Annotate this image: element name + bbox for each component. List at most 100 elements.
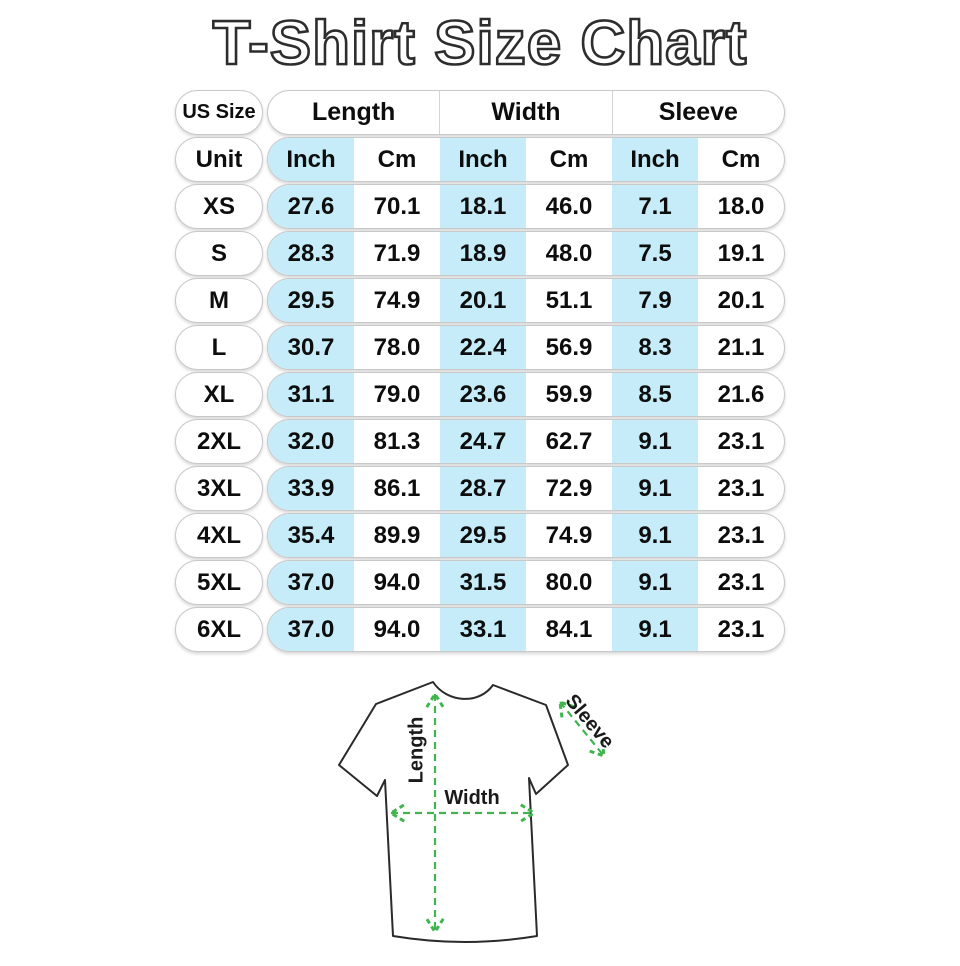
- row-data-pill: 33.9 86.1 28.7 72.9 9.1 23.1: [267, 466, 785, 512]
- value-cell-length-inch: 32.0: [268, 420, 354, 464]
- value-cell-width-inch: 31.5: [440, 561, 526, 605]
- size-table: US Size Length Width Sleeve Unit Inch Cm…: [175, 90, 785, 653]
- value-cell-sleeve-cm: 18.0: [717, 192, 765, 220]
- row-data-pill: 35.4 89.9 29.5 74.9 9.1 23.1: [267, 513, 785, 559]
- unit-header-row: Unit Inch Cm Inch Cm Inch Cm: [175, 137, 785, 183]
- value-cell-sleeve-inch: 7.9: [612, 279, 698, 323]
- table-row: M 29.5 74.9 20.1 51.1 7.9 20.1: [175, 278, 785, 324]
- tshirt-diagram-svg: Length Width Sleeve: [338, 666, 645, 966]
- table-row: L 30.7 78.0 22.4 56.9 8.3 21.1: [175, 325, 785, 371]
- row-data-pill: 29.5 74.9 20.1 51.1 7.9 20.1: [267, 278, 785, 324]
- value-cell-sleeve-inch: 9.1: [612, 420, 698, 464]
- unit-cell: Cm: [721, 145, 761, 173]
- value-cell-sleeve-cm: 23.1: [717, 568, 765, 596]
- value-cell-length-inch: 35.4: [268, 514, 354, 558]
- value-cell-width-cm: 84.1: [545, 615, 593, 643]
- size-label: 2XL: [175, 419, 263, 465]
- value-cell-width-cm: 48.0: [545, 239, 593, 267]
- value-cell-sleeve-inch: 9.1: [612, 561, 698, 605]
- value-cell-length-cm: 94.0: [373, 615, 421, 643]
- value-cell-length-inch: 27.6: [268, 185, 354, 229]
- tshirt-measure-diagram: Length Width Sleeve: [315, 666, 645, 966]
- value-cell-length-inch: 29.5: [268, 279, 354, 323]
- table-row: 3XL 33.9 86.1 28.7 72.9 9.1 23.1: [175, 466, 785, 512]
- value-cell-length-cm: 86.1: [373, 474, 421, 502]
- size-label: XL: [175, 372, 263, 418]
- size-label: S: [175, 231, 263, 277]
- row-data-pill: 28.3 71.9 18.9 48.0 7.5 19.1: [267, 231, 785, 277]
- value-cell-width-inch: 23.6: [440, 373, 526, 417]
- value-cell-length-inch: 28.3: [268, 232, 354, 276]
- value-cell-length-cm: 81.3: [373, 427, 421, 455]
- unit-cell: Cm: [377, 145, 417, 173]
- value-cell-width-inch: 28.7: [440, 467, 526, 511]
- table-row: XL 31.1 79.0 23.6 59.9 8.5 21.6: [175, 372, 785, 418]
- table-row: 2XL 32.0 81.3 24.7 62.7 9.1 23.1: [175, 419, 785, 465]
- value-cell-length-cm: 74.9: [373, 286, 421, 314]
- value-cell-length-inch: 37.0: [268, 608, 354, 652]
- row-data-pill: 30.7 78.0 22.4 56.9 8.3 21.1: [267, 325, 785, 371]
- group-header-width: Width: [439, 91, 611, 135]
- row-data-pill: 32.0 81.3 24.7 62.7 9.1 23.1: [267, 419, 785, 465]
- group-header-sleeve: Sleeve: [611, 91, 784, 135]
- table-row: 5XL 37.0 94.0 31.5 80.0 9.1 23.1: [175, 560, 785, 606]
- table-row: 4XL 35.4 89.9 29.5 74.9 9.1 23.1: [175, 513, 785, 559]
- value-cell-width-cm: 51.1: [545, 286, 593, 314]
- sleeve-label: Sleeve: [561, 690, 619, 753]
- size-label: 5XL: [175, 560, 263, 606]
- table-row: 6XL 37.0 94.0 33.1 84.1 9.1 23.1: [175, 607, 785, 653]
- value-cell-length-inch: 37.0: [268, 561, 354, 605]
- value-cell-sleeve-inch: 7.5: [612, 232, 698, 276]
- size-label: 6XL: [175, 607, 263, 653]
- value-cell-sleeve-inch: 8.5: [612, 373, 698, 417]
- value-cell-length-inch: 31.1: [268, 373, 354, 417]
- width-label: Width: [444, 787, 499, 809]
- value-cell-length-inch: 30.7: [268, 326, 354, 370]
- row-data-pill: 31.1 79.0 23.6 59.9 8.5 21.6: [267, 372, 785, 418]
- value-cell-sleeve-cm: 21.1: [717, 333, 765, 361]
- size-label: XS: [175, 184, 263, 230]
- value-cell-length-cm: 70.1: [373, 192, 421, 220]
- value-cell-sleeve-inch: 9.1: [612, 514, 698, 558]
- value-cell-width-inch: 22.4: [440, 326, 526, 370]
- value-cell-width-cm: 59.9: [545, 380, 593, 408]
- page-title: T-Shirt Size Chart: [211, 8, 748, 79]
- unit-cell: Cm: [549, 145, 589, 173]
- value-cell-sleeve-cm: 21.6: [717, 380, 765, 408]
- value-cell-width-inch: 24.7: [440, 420, 526, 464]
- value-cell-width-inch: 20.1: [440, 279, 526, 323]
- value-cell-length-inch: 33.9: [268, 467, 354, 511]
- table-row: XS 27.6 70.1 18.1 46.0 7.1 18.0: [175, 184, 785, 230]
- size-label: 3XL: [175, 466, 263, 512]
- value-cell-length-cm: 89.9: [373, 521, 421, 549]
- value-cell-sleeve-inch: 7.1: [612, 185, 698, 229]
- value-cell-width-cm: 80.0: [545, 568, 593, 596]
- row-data-pill: 27.6 70.1 18.1 46.0 7.1 18.0: [267, 184, 785, 230]
- row-data-pill: 37.0 94.0 33.1 84.1 9.1 23.1: [267, 607, 785, 653]
- size-label: M: [175, 278, 263, 324]
- value-cell-width-inch: 18.1: [440, 185, 526, 229]
- unit-cell: Inch: [440, 138, 526, 182]
- unit-cell: Inch: [612, 138, 698, 182]
- value-cell-width-cm: 72.9: [545, 474, 593, 502]
- value-cell-length-cm: 71.9: [373, 239, 421, 267]
- table-group-header-row: US Size Length Width Sleeve: [175, 90, 785, 136]
- unit-header-pill: Inch Cm Inch Cm Inch Cm: [267, 137, 785, 183]
- value-cell-sleeve-cm: 23.1: [717, 521, 765, 549]
- value-cell-sleeve-inch: 9.1: [612, 467, 698, 511]
- size-label: L: [175, 325, 263, 371]
- corner-header-cell: US Size: [175, 90, 263, 136]
- length-label: Length: [405, 717, 427, 784]
- value-cell-width-inch: 33.1: [440, 608, 526, 652]
- value-cell-width-inch: 18.9: [440, 232, 526, 276]
- value-cell-width-inch: 29.5: [440, 514, 526, 558]
- value-cell-sleeve-inch: 9.1: [612, 608, 698, 652]
- value-cell-length-cm: 78.0: [373, 333, 421, 361]
- value-cell-width-cm: 74.9: [545, 521, 593, 549]
- value-cell-sleeve-cm: 23.1: [717, 615, 765, 643]
- value-cell-width-cm: 46.0: [545, 192, 593, 220]
- value-cell-sleeve-cm: 19.1: [717, 239, 765, 267]
- unit-cell: Inch: [268, 138, 354, 182]
- value-cell-sleeve-cm: 20.1: [717, 286, 765, 314]
